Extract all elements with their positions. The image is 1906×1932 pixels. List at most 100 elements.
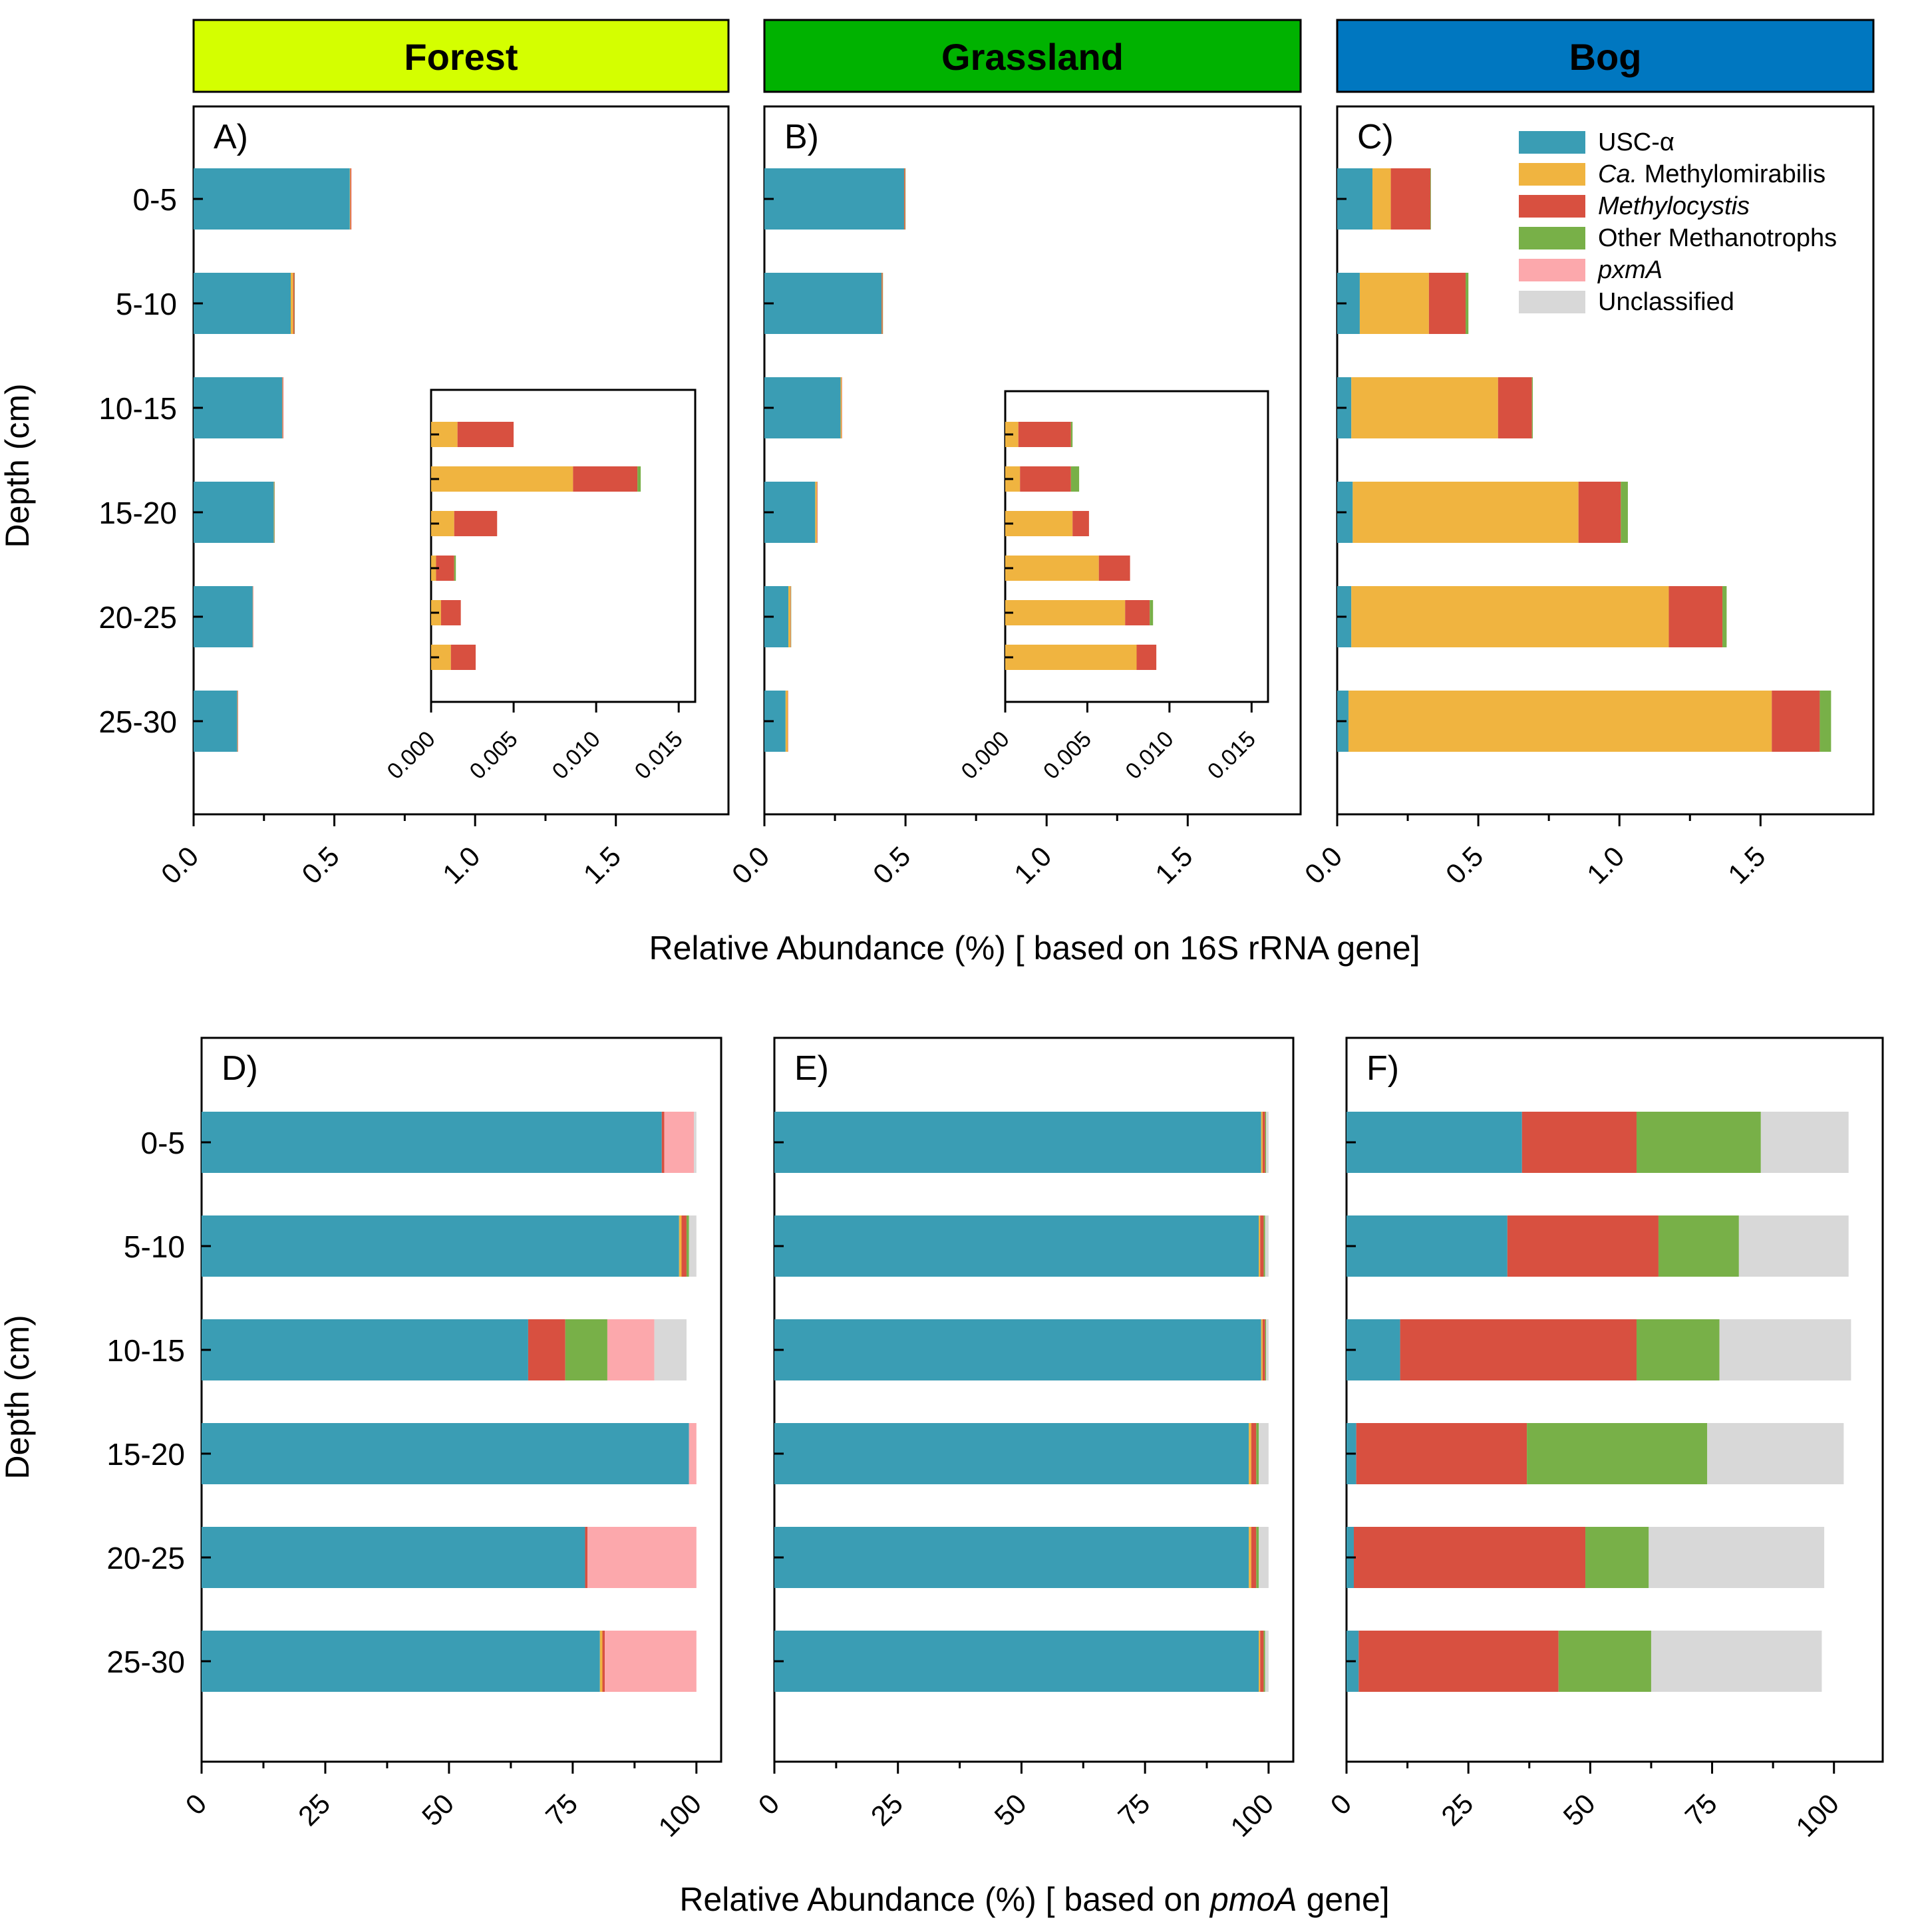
bar-methylocystis-0-5	[1521, 1112, 1637, 1173]
bar-unclassified-5-10	[689, 1215, 697, 1277]
bar-unclassified-5-10	[1738, 1215, 1849, 1277]
bar-ca-methylomirabilis-25-30	[1259, 1631, 1261, 1692]
bar-unclassified-25-30	[1265, 1631, 1269, 1692]
bar-unclassified-15-20	[1707, 1423, 1844, 1484]
bar-ca-methylomirabilis-5-10	[679, 1215, 682, 1277]
bar-usc-0-5	[1347, 1112, 1522, 1173]
bar-ca-methylomirabilis-20-25	[1351, 586, 1669, 647]
bar-usc-0-5	[202, 1112, 662, 1173]
bar-methylocystis-15-20	[1251, 1423, 1257, 1484]
bar-methylocystis-0-5	[904, 168, 905, 230]
bar-other-methanotrophs-15-20	[274, 482, 275, 543]
panel-label: E)	[794, 1049, 829, 1088]
plot-frame	[200, 1037, 722, 1763]
legend-label-ca-methylomirabilis: Ca. Methylomirabilis	[1598, 160, 1826, 188]
bar-other-methanotrophs-20-25	[1256, 1527, 1259, 1588]
inset-bar-other-methanotrophs-5-10	[1070, 466, 1080, 492]
bar-usc-10-15	[202, 1319, 528, 1380]
bar-ca-methylomirabilis-10-15	[282, 377, 283, 438]
bar-other-methanotrophs-0-5	[1636, 1112, 1761, 1173]
x-tick-label: 100	[652, 1788, 707, 1843]
x-tick-label: 25	[1435, 1788, 1479, 1832]
x-tick-label: 1.0	[1008, 840, 1058, 890]
inset-x-tick-label: 0.015	[630, 726, 688, 784]
inset-x-tick-label: 0.010	[1120, 726, 1178, 784]
legend-label-methylocystis: Methylocystis	[1598, 192, 1750, 220]
bar-methylocystis-15-20	[1356, 1423, 1527, 1484]
bar-methylocystis-15-20	[816, 482, 818, 543]
x-tick-label: 100	[1790, 1788, 1845, 1843]
bar-methylocystis-5-10	[881, 273, 883, 334]
inset-bar-ca-methylomirabilis-10-15	[1005, 511, 1073, 536]
x-tick-label: 75	[1679, 1788, 1723, 1832]
bar-usc-0-5	[764, 168, 904, 230]
inset-bar-methylocystis-5-10	[573, 466, 638, 492]
x-tick-label: 0.5	[295, 840, 345, 890]
legend-label-text: Methylocystis	[1598, 192, 1750, 220]
bar-usc-10-15	[194, 377, 283, 438]
bar-unclassified-15-20	[1259, 1423, 1269, 1484]
inset-x-tick-label: 0.000	[383, 726, 440, 784]
panel-label: D)	[222, 1049, 258, 1088]
bar-usc-5-10	[764, 273, 882, 334]
bar-other-methanotrophs-5-10	[686, 1215, 689, 1277]
legend-swatch-ca-methylomirabilis	[1519, 163, 1585, 186]
inset-bar-ca-methylomirabilis-5-10	[431, 466, 573, 492]
legend-label-usc: USC-α	[1598, 128, 1674, 156]
bar-unclassified-20-25	[1259, 1527, 1269, 1588]
bar-ca-methylomirabilis-20-25	[1249, 1527, 1251, 1588]
inset-x-tick-label: 0.010	[548, 726, 605, 784]
plot-frame	[1336, 105, 1875, 816]
bar-pxma-10-15	[607, 1319, 655, 1380]
header-grassland-label: Grassland	[941, 36, 1124, 78]
plot-frame	[773, 1037, 1295, 1763]
x-tick-label: 0	[1325, 1788, 1358, 1821]
x-tick-label: 0.5	[1440, 840, 1490, 890]
bar-other-methanotrophs-20-25	[1722, 586, 1727, 647]
legend-label-pxma: pxmA	[1597, 256, 1663, 284]
inset-bar-ca-methylomirabilis-20-25	[1005, 600, 1126, 625]
bar-other-methanotrophs-20-25	[1585, 1527, 1649, 1588]
bar-ca-methylomirabilis-20-25	[788, 586, 791, 647]
inset-bar-methylocystis-10-15	[454, 511, 498, 536]
bar-unclassified-20-25	[1649, 1527, 1825, 1588]
x-tick-label: 1.5	[1722, 840, 1772, 890]
bar-methylocystis-25-30	[602, 1631, 605, 1692]
y-tick-label: 10-15	[98, 391, 177, 426]
bar-ca-methylomirabilis-10-15	[1261, 1319, 1263, 1380]
bar-ca-methylomirabilis-0-5	[349, 168, 351, 230]
bar-methylocystis-5-10	[1507, 1215, 1659, 1277]
x-tick-label: 0.5	[867, 840, 917, 890]
bar-usc-20-25	[202, 1527, 585, 1588]
bar-methylocystis-5-10	[1260, 1215, 1264, 1277]
bar-methylocystis-0-5	[661, 1112, 665, 1173]
inset-bar-other-methanotrophs-5-10	[637, 466, 641, 492]
bar-ca-methylomirabilis-25-30	[1348, 691, 1772, 752]
top-x-axis-title: Relative Abundance (%) [ based on 16S rR…	[649, 929, 1420, 967]
bar-methylocystis-25-30	[1358, 1631, 1559, 1692]
inset-x-tick-label: 0.005	[465, 726, 523, 784]
bar-other-methanotrophs-25-30	[1820, 691, 1831, 752]
bar-unclassified-5-10	[1265, 1215, 1269, 1277]
bar-methylocystis-0-5	[1262, 1112, 1265, 1173]
x-tick-label: 25	[865, 1788, 909, 1832]
x-tick-label: 0	[752, 1788, 786, 1821]
bar-other-methanotrophs-0-5	[1265, 1112, 1267, 1173]
bar-unclassified-25-30	[1651, 1631, 1822, 1692]
panel-label: C)	[1357, 118, 1394, 156]
bar-usc-0-5	[194, 168, 350, 230]
y-tick-label: 10-15	[106, 1333, 185, 1368]
bar-other-methanotrophs-10-15	[565, 1319, 607, 1380]
bar-methylocystis-20-25	[1353, 1527, 1586, 1588]
bar-pxma-25-30	[605, 1631, 697, 1692]
bar-usc-5-10	[194, 273, 291, 334]
bar-methylocystis-25-30	[1772, 691, 1820, 752]
bar-methylocystis-5-10	[293, 273, 295, 334]
bar-methylocystis-20-25	[1251, 1527, 1257, 1588]
header-grassland: Grassland	[763, 19, 1302, 93]
inset-plot: 0.000 0.005 0.010 0.015	[957, 390, 1269, 784]
bar-pxma-20-25	[587, 1527, 697, 1588]
y-tick-label: 20-25	[106, 1541, 185, 1575]
header-bog-label: Bog	[1569, 36, 1642, 78]
